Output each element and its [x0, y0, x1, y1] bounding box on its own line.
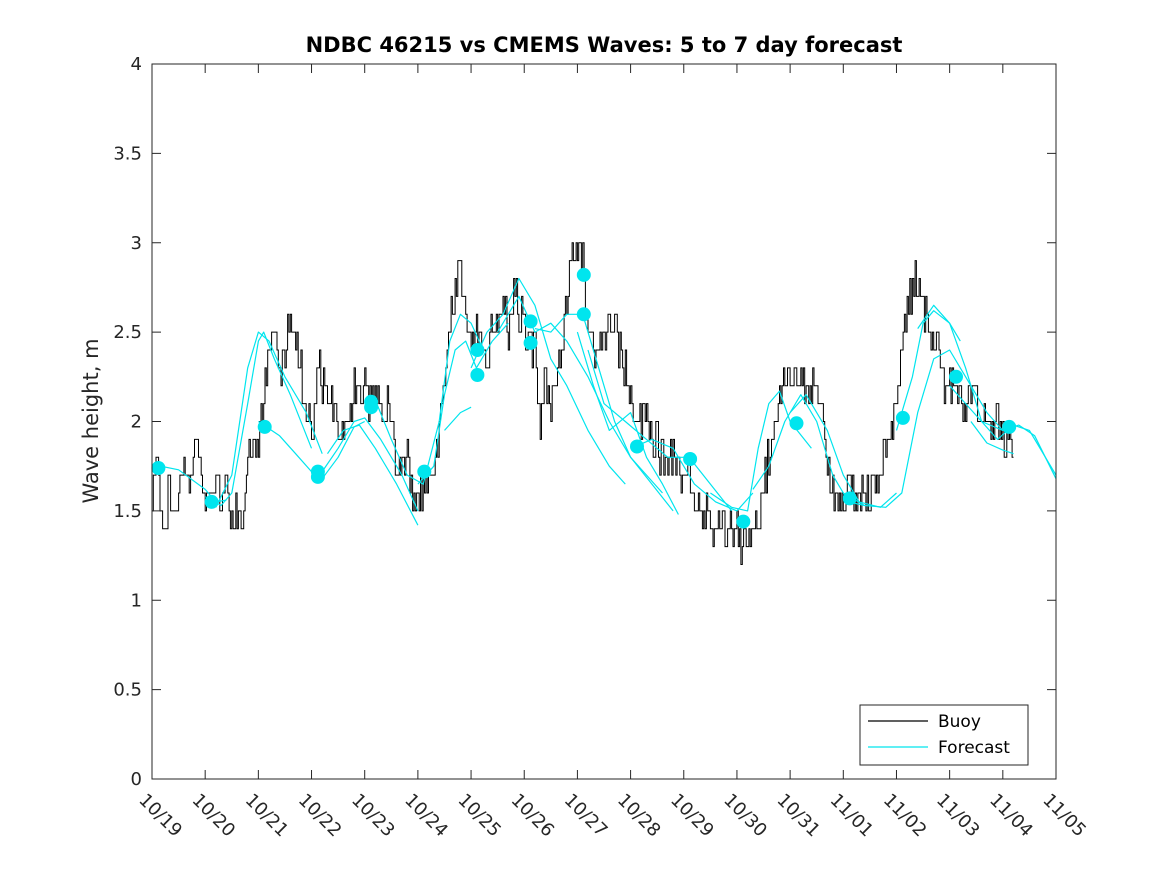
y-tick-label: 1.5 [113, 501, 142, 522]
y-tick-label: 3 [131, 233, 142, 254]
forecast-series-line-12 [534, 313, 674, 512]
forecast-marker-19 [842, 491, 857, 506]
forecast-series-line-10 [470, 277, 626, 485]
forecast-series-line-6 [327, 424, 419, 526]
forecast-marker-22 [1002, 419, 1017, 434]
forecast-marker-12 [523, 335, 538, 350]
forecast-series-line-20 [895, 310, 961, 431]
forecast-series-line-22 [949, 385, 1057, 479]
legend-forecast-label: Forecast [938, 738, 1010, 758]
forecast-series-line-19 [842, 349, 1004, 508]
forecast-series-line-5 [321, 417, 419, 512]
forecast-series-line-13 [576, 331, 679, 515]
forecast-marker-11 [523, 314, 538, 329]
y-tick-label: 0 [131, 769, 142, 790]
y-tick-label: 3.5 [113, 143, 142, 164]
forecast-series-line-14 [587, 349, 733, 512]
forecast-marker-15 [630, 439, 644, 454]
forecast-marker-13 [576, 267, 591, 282]
legend: Buoy Forecast [859, 704, 1029, 766]
forecast-series-line-15 [630, 438, 754, 512]
series-layer [151, 242, 1057, 565]
y-tick-label: 0.5 [113, 680, 142, 701]
forecast-series-line-23 [970, 421, 1014, 455]
forecast-marker-2 [204, 494, 219, 509]
y-tick-label: 1 [131, 590, 142, 611]
forecast-marker-14 [576, 307, 591, 322]
y-tick-label: 2 [131, 412, 142, 433]
forecast-marker-1 [151, 461, 166, 475]
forecast-marker-16 [683, 452, 698, 466]
forecast-marker-3 [257, 419, 272, 434]
forecast-marker-10 [470, 368, 485, 382]
forecast-marker-8 [417, 464, 432, 479]
legend-buoy-label: Buoy [938, 712, 981, 732]
forecast-series-line-7 [364, 313, 483, 485]
y-tick-label: 4 [131, 54, 142, 75]
legend-box [859, 704, 1029, 766]
forecast-series-line-9 [444, 406, 472, 431]
forecast-marker-21 [949, 369, 963, 384]
forecast-series-line-8 [417, 322, 509, 485]
forecast-marker-18 [789, 416, 804, 431]
forecast-series-line-11 [497, 295, 663, 494]
forecast-series-line-3 [215, 331, 323, 508]
forecast-series-line-2 [204, 331, 313, 507]
forecast-marker-20 [895, 410, 910, 425]
y-tick-label: 2.5 [113, 322, 142, 343]
forecast-marker-9 [470, 343, 485, 357]
forecast-marker-5 [310, 469, 325, 484]
y-axis-label: Wave height, m [79, 338, 103, 503]
forecast-marker-7 [364, 400, 379, 415]
chart-title: NDBC 46215 vs CMEMS Waves: 5 to 7 day fo… [306, 33, 903, 57]
forecast-marker-17 [736, 514, 751, 529]
